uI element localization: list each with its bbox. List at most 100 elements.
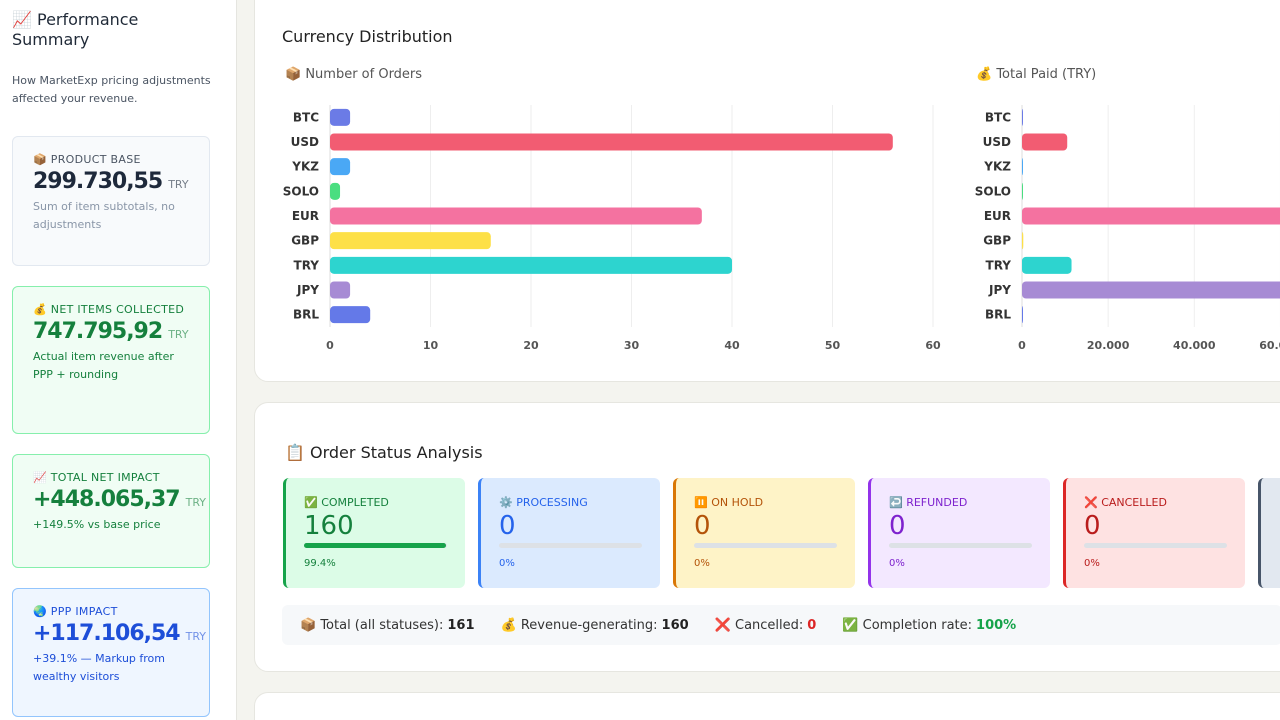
card-value: 747.795,92 TRY [33,319,189,344]
bar [1022,232,1024,250]
category-label: YKZ [291,160,319,174]
unit: TRY [168,328,189,341]
category-label: EUR [984,209,1011,223]
category-label: TRY [986,258,1012,272]
unit: TRY [168,178,189,191]
status-label: ❌ CANCELLED [1084,496,1167,509]
unit: TRY [185,630,206,643]
card-title: Currency Distribution [282,27,453,46]
value: 747.795,92 [33,319,163,344]
card-label: 📈 TOTAL NET IMPACT [33,471,160,484]
chart-title: 📦 Number of Orders [285,66,422,82]
status-label: ⏸️ ON HOLD [694,496,764,509]
chart-title: 💰 Total Paid (TRY) [976,66,1096,82]
summary-value: 0 [807,617,817,633]
summary-label: 📦 Total (all statuses): [300,617,444,633]
card-label: 📦 PRODUCT BASE [33,153,141,166]
status-count: 0 [889,511,906,541]
card-value: 299.730,55 TRY [33,169,189,194]
status-card: ✅ COMPLETED 160 99.4% [283,478,465,588]
category-label: BTC [985,110,1011,124]
card-value: +448.065,37 TRY [33,487,206,512]
summary-card: 📦 PRODUCT BASE 299.730,55 TRY Sum of item s… [12,136,210,266]
category-label: SOLO [975,184,1011,198]
card-note: Sum of item subtotals, no adjustments [33,200,175,231]
x-tick-label: 10 [423,339,439,352]
summary-item: ✅ Completion rate: 100% [842,618,1016,633]
summary-value: 161 [447,617,475,633]
status-count: 0 [499,511,516,541]
summary-item: ❌ Cancelled: 0 [715,618,817,633]
progress-track [889,543,1032,548]
status-label: ⚙️ PROCESSING [499,496,588,509]
card-label: 🌏 PPP IMPACT [33,605,118,618]
status-pct: 0% [1084,558,1100,569]
category-label: BRL [293,308,319,322]
sidebar-subtitle: How MarketExp pricing adjustments affect… [12,74,211,105]
progress-track [1084,543,1227,548]
card-value: +117.106,54 TRY [33,621,206,646]
summary-label: 💰 Revenue-generating: [500,617,658,633]
status-pct: 99.4% [304,558,336,569]
bar [330,306,371,324]
progress-track [694,543,837,548]
summary-label: ❌ Cancelled: [714,617,804,633]
category-label: EUR [292,209,319,223]
category-label: BTC [293,110,319,124]
sidebar-title: 📈 Performance Summary [12,10,139,49]
value: 299.730,55 [33,169,163,194]
summary-label: ✅ Completion rate: [842,617,973,633]
status-card: ⚙️ PROCESSING 0 0% [478,478,660,588]
x-tick-label: 0 [326,339,334,352]
x-tick-label: 20 [523,339,539,352]
status-pct: 0% [889,558,905,569]
card-note: +149.5% vs base price [33,518,161,531]
progress-fill [304,543,447,548]
x-tick-label: 60.000 [1259,339,1280,352]
bar [1022,182,1023,200]
bar [330,256,732,274]
status-count: 160 [304,511,354,541]
bar [330,133,893,151]
status-pct: 0% [499,558,515,569]
bar [1022,256,1072,274]
sidebar: 📈 Performance Summary How MarketExp pric… [0,0,237,720]
category-label: USD [291,135,319,149]
card-note: +39.1% — Markup from wealthy visitors [33,652,165,683]
status-card: ⏸️ ON HOLD 0 0% [673,478,855,588]
bar [330,207,702,225]
category-label: YKZ [983,160,1011,174]
status-card: 1 [1258,478,1280,588]
next-card [254,692,1280,720]
bar [1022,158,1023,176]
x-tick-label: 40 [724,339,740,352]
bar [1022,207,1280,225]
status-count: 0 [694,511,711,541]
category-label: JPY [296,283,319,297]
card-title: 📋 Order Status Analysis [285,443,483,462]
bar [330,108,351,126]
x-tick-label: 20.000 [1087,339,1130,352]
x-tick-label: 30 [624,339,640,352]
summary-item: 💰 Revenue-generating: 160 [501,618,689,633]
category-label: TRY [294,258,320,272]
category-label: SOLO [283,184,319,198]
status-count: 0 [1084,511,1101,541]
bar [330,158,351,176]
status-card: ↩️ REFUNDED 0 0% [868,478,1050,588]
card-label: 💰 NET ITEMS COLLECTED [33,303,185,316]
summary-value: 160 [661,617,689,633]
charts: 📦 Number of Orders 0 10 20 30 40 50 60 BTC USD YKZ… [283,66,1280,352]
category-label: GBP [291,234,319,248]
value: +448.065,37 [33,487,181,512]
progress-track [304,543,447,548]
currency-card: Currency Distribution [254,0,1280,382]
card-note: Actual item revenue after PPP + rounding [33,350,174,381]
status-label: ✅ COMPLETED [304,496,389,509]
x-tick-label: 0 [1018,339,1026,352]
bar [1022,306,1023,324]
summary-value: 100% [976,617,1017,633]
summary-card: 🌏 PPP IMPACT +117.106,54 TRY +39.1% — Marku… [12,588,210,717]
category-label: USD [983,135,1011,149]
